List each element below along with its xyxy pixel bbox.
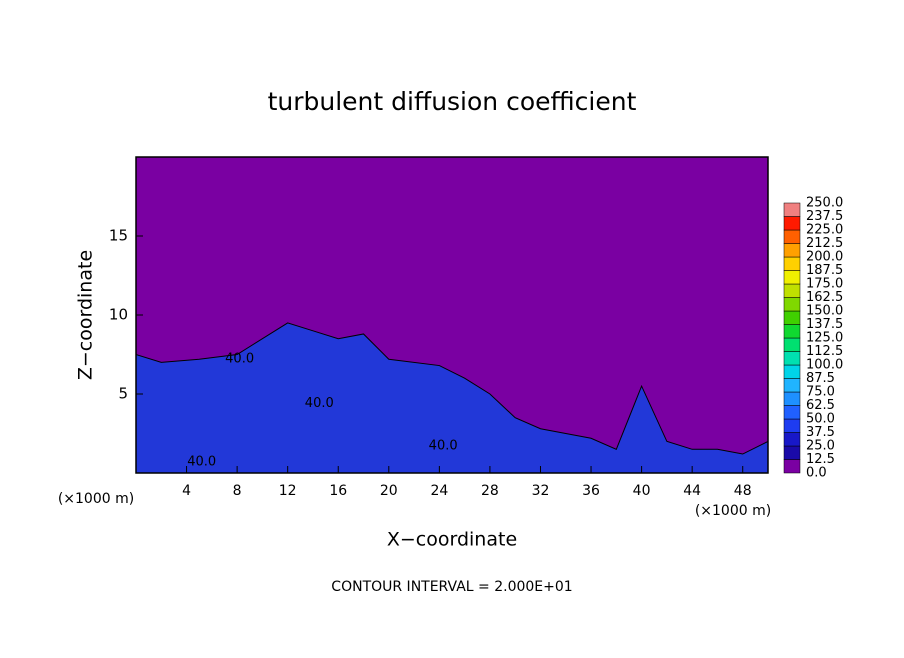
colorbar-bin <box>783 351 801 366</box>
x-tick-label: 32 <box>532 483 550 499</box>
contour-label: 40.0 <box>305 396 334 411</box>
colorbar-label: 150.0 <box>806 304 843 319</box>
colorbar-label: 50.0 <box>806 412 835 427</box>
colorbar-bin <box>783 283 801 298</box>
x-unit-label: (×1000 m) <box>695 503 771 519</box>
colorbar-label: 100.0 <box>806 358 843 373</box>
x-tick-label: 36 <box>582 483 600 499</box>
colorbar-label: 0.0 <box>806 466 827 481</box>
contour-label: 40.0 <box>225 352 254 367</box>
colorbar-label: 187.5 <box>806 263 843 278</box>
colorbar-bin <box>783 391 801 406</box>
colorbar-label: 225.0 <box>806 223 843 238</box>
colorbar-label: 37.5 <box>806 425 835 440</box>
contour-label: 40.0 <box>187 454 216 469</box>
colorbar-label: 137.5 <box>806 317 843 332</box>
colorbar-bin <box>783 202 801 217</box>
chart-title: turbulent diffusion coefficient <box>268 87 637 116</box>
colorbar-label: 12.5 <box>806 452 835 467</box>
colorbar-bin <box>783 378 801 393</box>
colorbar-label: 175.0 <box>806 277 843 292</box>
colorbar-bin <box>783 216 801 231</box>
colorbar-bin <box>783 270 801 285</box>
colorbar-label: 125.0 <box>806 331 843 346</box>
colorbar-label: 237.5 <box>806 209 843 224</box>
colorbar-label: 212.5 <box>806 236 843 251</box>
turbulent-layer <box>135 322 769 474</box>
colorbar-bin <box>783 243 801 258</box>
colorbar-label: 75.0 <box>806 385 835 400</box>
colorbar-label: 62.5 <box>806 398 835 413</box>
colorbar-bin <box>783 256 801 271</box>
colorbar-label: 200.0 <box>806 250 843 265</box>
colorbar-bin <box>783 418 801 433</box>
x-unit-label: (×1000 m) <box>58 491 134 507</box>
colorbar-bin <box>783 432 801 447</box>
contour-label: 40.0 <box>429 439 458 454</box>
y-tick-label: 15 <box>109 227 128 245</box>
colorbar-label: 112.5 <box>806 344 843 359</box>
colorbar-bin <box>783 297 801 312</box>
colorbar-bin <box>783 324 801 339</box>
colorbar-label: 250.0 <box>806 196 843 211</box>
x-tick-label: 40 <box>633 483 651 499</box>
y-axis-label: Z−coordinate <box>75 250 97 380</box>
x-tick-label: 44 <box>683 483 701 499</box>
colorbar-bin <box>783 364 801 379</box>
colorbar-bin <box>783 229 801 244</box>
x-tick-label: 20 <box>380 483 398 499</box>
colorbar-bin <box>783 459 801 474</box>
x-tick-label: 4 <box>182 483 191 499</box>
colorbar-label: 25.0 <box>806 439 835 454</box>
colorbar-label: 162.5 <box>806 290 843 305</box>
y-tick-label: 5 <box>118 385 128 403</box>
x-tick-label: 8 <box>233 483 242 499</box>
y-tick-label: 10 <box>109 306 128 324</box>
colorbar-bin <box>783 310 801 325</box>
colorbar-label: 87.5 <box>806 371 835 386</box>
colorbar-bin <box>783 405 801 420</box>
x-axis-label: X−coordinate <box>387 529 517 551</box>
colorbar-bin <box>783 337 801 352</box>
colorbar-bin <box>783 445 801 460</box>
x-tick-label: 12 <box>279 483 297 499</box>
footer: CONTOUR INTERVAL = 2.000E+01 <box>331 579 572 595</box>
x-tick-label: 48 <box>734 483 752 499</box>
x-tick-label: 24 <box>430 483 448 499</box>
x-tick-label: 28 <box>481 483 499 499</box>
x-tick-label: 16 <box>329 483 347 499</box>
